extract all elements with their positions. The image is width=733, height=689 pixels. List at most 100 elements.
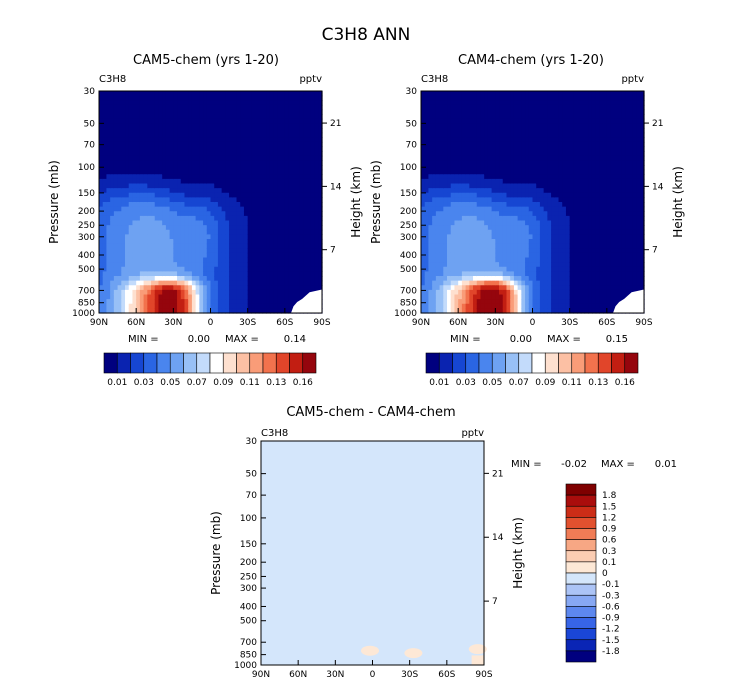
x-tick-label: 30N <box>486 318 504 328</box>
y-tick-label: 50 <box>406 119 418 129</box>
colorbar-label: 0.11 <box>240 378 260 388</box>
y-tick-label: 300 <box>240 584 257 594</box>
x-tick-label: 0 <box>208 318 214 328</box>
colorbar-box <box>565 617 597 629</box>
y-tick-label: 300 <box>78 233 95 243</box>
units-label: pptv <box>299 74 322 85</box>
x-tick-label: 30S <box>561 318 578 328</box>
height-tick-label: 21 <box>330 119 341 129</box>
colorbar-box <box>624 352 639 374</box>
panel-title: CAM5-chem (yrs 1-20) <box>133 53 279 68</box>
height-tick-label: 7 <box>330 246 336 256</box>
colorbar-box <box>478 352 493 374</box>
y-tick-label: 1000 <box>234 661 257 671</box>
colorbar-box <box>518 352 533 374</box>
units-label: pptv <box>621 74 644 85</box>
colorbar-label: -0.1 <box>602 580 620 590</box>
height-tick-label: 21 <box>652 119 663 129</box>
colorbar-label: 1.5 <box>602 502 616 512</box>
colorbar-box <box>571 352 586 374</box>
y-tick-label: 1000 <box>72 309 95 319</box>
colorbar-box <box>565 628 597 641</box>
height-tick-label: 14 <box>652 182 664 192</box>
colorbar-box <box>103 352 118 374</box>
y-tick-label: 400 <box>240 602 257 612</box>
colorbar-box <box>565 650 597 663</box>
y-tick-label: 150 <box>78 189 95 199</box>
height-tick-label: 7 <box>492 597 498 607</box>
y-tick-label: 700 <box>78 286 95 296</box>
colorbar-box <box>565 550 597 563</box>
y-axis-title: Pressure (mb) <box>47 160 61 244</box>
min-max-readout: MIN = 0.00 MAX = 0.15 <box>450 334 628 345</box>
x-tick-label: 30N <box>326 670 344 680</box>
colorbar-box <box>565 606 597 618</box>
colorbar-box <box>531 352 546 374</box>
x-tick-label: 60S <box>598 318 615 328</box>
colorbar-box <box>611 352 626 374</box>
colorbar-box <box>565 517 597 529</box>
colorbar-label: -0.3 <box>602 591 620 601</box>
colorbar-box <box>438 352 453 374</box>
height-tick-label: 14 <box>330 182 342 192</box>
colorbar-box <box>597 352 612 374</box>
x-tick-label: 90N <box>90 318 108 328</box>
max-label: MAX = <box>225 334 259 345</box>
y-tick-label: 700 <box>240 638 257 648</box>
panel-difference: CAM5-chem - CAM4-chem C3H8 pptv 90N 60N 30… <box>209 405 677 680</box>
colorbar-box <box>156 352 171 374</box>
colorbar-label: 0.01 <box>107 378 127 388</box>
min-value: -0.02 <box>561 459 587 470</box>
colorbar-box <box>565 539 597 552</box>
colorbar-label: 0.05 <box>482 378 502 388</box>
y-tick-label: 700 <box>400 286 417 296</box>
y-tick-label: 150 <box>240 540 257 550</box>
y-tick-label: 500 <box>78 265 95 275</box>
y-tick-label: 200 <box>78 207 95 217</box>
colorbar-label: 0.16 <box>615 378 635 388</box>
y-tick-label: 500 <box>400 265 417 275</box>
colorbar: 1.81.51.20.90.60.30.10-0.1-0.3-0.6-0.9-1… <box>565 483 620 663</box>
contour-field <box>421 91 645 314</box>
units-label: pptv <box>461 428 484 439</box>
colorbar-label: 0.11 <box>562 378 582 388</box>
min-value: 0.00 <box>510 334 532 345</box>
right-axis-title: Height (km) <box>349 166 363 237</box>
y-tick-label: 100 <box>240 514 257 524</box>
colorbar-box <box>425 352 440 374</box>
y-tick-label: 30 <box>246 437 258 447</box>
max-label: MAX = <box>601 459 635 470</box>
panel-cam5: CAM5-chem (yrs 1-20) C3H8 pptv 90N 60N 30N… <box>47 53 363 388</box>
colorbar-label: 0.6 <box>602 536 617 546</box>
colorbar-label: 1.2 <box>602 513 616 523</box>
colorbar-box <box>565 639 597 652</box>
y-tick-label: 70 <box>84 141 96 151</box>
colorbar-box <box>302 352 317 374</box>
variable-label: C3H8 <box>261 428 288 439</box>
colorbar-box <box>505 352 520 374</box>
colorbar: 0.01 0.03 0.05 0.07 0.09 0.11 0.13 0.16 <box>103 352 317 388</box>
y-tick-label: 70 <box>246 491 258 501</box>
x-tick-label: 60S <box>438 670 455 680</box>
x-tick-label: 0 <box>370 670 376 680</box>
variable-label: C3H8 <box>99 74 126 85</box>
colorbar-box <box>565 505 597 518</box>
colorbar-label: 1.8 <box>602 491 617 501</box>
colorbar-box <box>491 352 506 374</box>
colorbar-box <box>183 352 198 374</box>
y-tick-label: 150 <box>400 189 417 199</box>
x-tick-label: 60N <box>289 670 307 680</box>
max-value: 0.15 <box>606 334 628 345</box>
colorbar-label: 0.01 <box>429 378 449 388</box>
x-tick-label: 90N <box>252 670 270 680</box>
colorbar-box <box>452 352 467 374</box>
colorbar-box <box>565 528 597 540</box>
y-tick-label: 300 <box>400 233 417 243</box>
contour-field <box>99 91 323 314</box>
y-tick-label: 70 <box>406 141 418 151</box>
colorbar-label: 0.09 <box>535 378 555 388</box>
y-tick-label: 850 <box>78 299 95 309</box>
min-label: MIN = <box>450 334 481 345</box>
min-max-readout: MIN = 0.00 MAX = 0.14 <box>128 334 306 345</box>
